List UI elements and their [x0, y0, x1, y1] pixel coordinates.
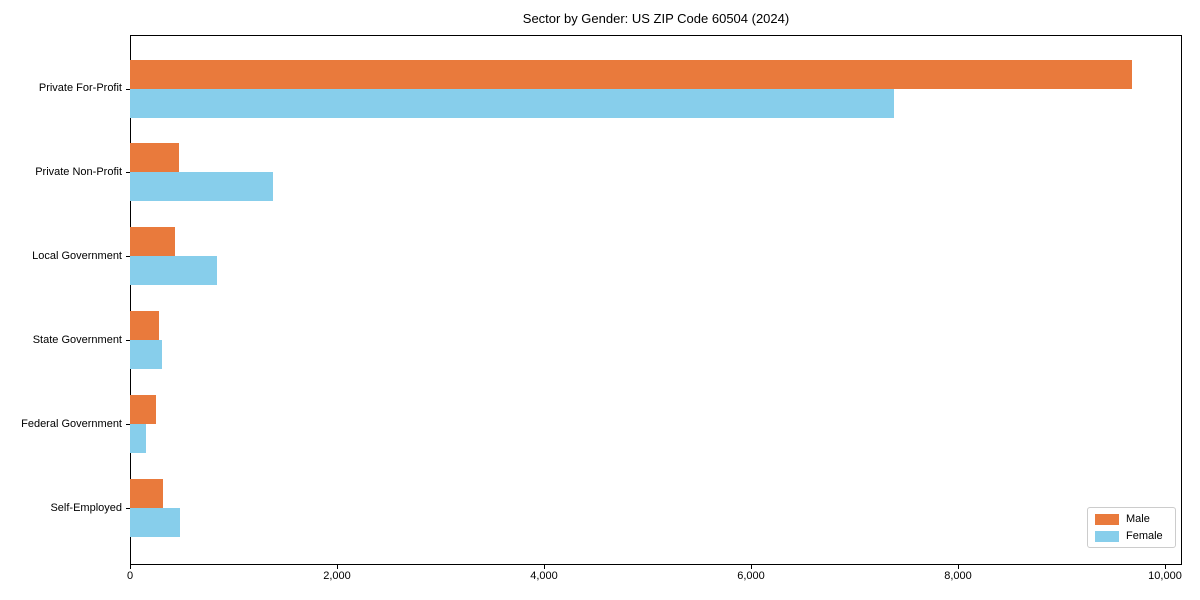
x-tick-mark: [751, 565, 752, 569]
x-tick-label: 2,000: [323, 570, 351, 582]
male-series-swatch: [1095, 513, 1119, 525]
legend-item-female: Female: [1095, 530, 1168, 542]
bar-male-federal-government: [130, 395, 156, 425]
y-tick-mark: [126, 424, 130, 425]
x-tick-label: 4,000: [530, 570, 558, 582]
bar-female-private-non-profit: [130, 172, 273, 202]
bar-male-state-government: [130, 311, 159, 341]
category-label-private-non-profit: Private Non-Profit: [35, 166, 122, 178]
category-label-private-for-profit: Private For-Profit: [38, 82, 122, 94]
chart-title: Sector by Gender: US ZIP Code 60504 (202…: [522, 11, 790, 26]
bar-male-private-for-profit: [130, 59, 1132, 89]
female-series-swatch: [1095, 530, 1119, 542]
category-label-federal-government: Federal Government: [21, 418, 122, 430]
y-tick-mark: [126, 256, 130, 257]
legend-item-male: Male: [1095, 513, 1168, 525]
bar-female-state-government: [130, 340, 162, 370]
x-tick-label: 6,000: [737, 570, 765, 582]
category-label-self-employed: Self-Employed: [50, 502, 122, 514]
legend-label-female: Female: [1126, 530, 1163, 542]
y-tick-mark: [126, 340, 130, 341]
x-tick-mark: [337, 565, 338, 569]
bar-female-local-government: [130, 256, 217, 286]
bar-female-federal-government: [130, 424, 146, 454]
bar-male-private-non-profit: [130, 143, 179, 173]
y-tick-mark: [126, 508, 130, 509]
legend-label-male: Male: [1126, 513, 1150, 525]
x-tick-mark: [1165, 565, 1166, 569]
legend: Male Female: [1087, 507, 1176, 548]
category-label-state-government: State Government: [32, 334, 122, 346]
bar-female-private-for-profit: [130, 88, 894, 118]
x-tick-label: 0: [126, 570, 134, 582]
bar-male-local-government: [130, 227, 175, 257]
y-tick-mark: [126, 172, 130, 173]
x-tick-mark: [544, 565, 545, 569]
x-tick-label: 10,000: [1148, 570, 1182, 582]
x-tick-mark: [958, 565, 959, 569]
category-label-local-government: Local Government: [32, 250, 122, 262]
x-tick-mark: [130, 565, 131, 569]
bar-male-self-employed: [130, 479, 163, 508]
x-tick-label: 8,000: [944, 570, 972, 582]
bar-female-self-employed: [130, 508, 180, 537]
plot-area: [130, 35, 1182, 565]
y-tick-mark: [126, 89, 130, 90]
